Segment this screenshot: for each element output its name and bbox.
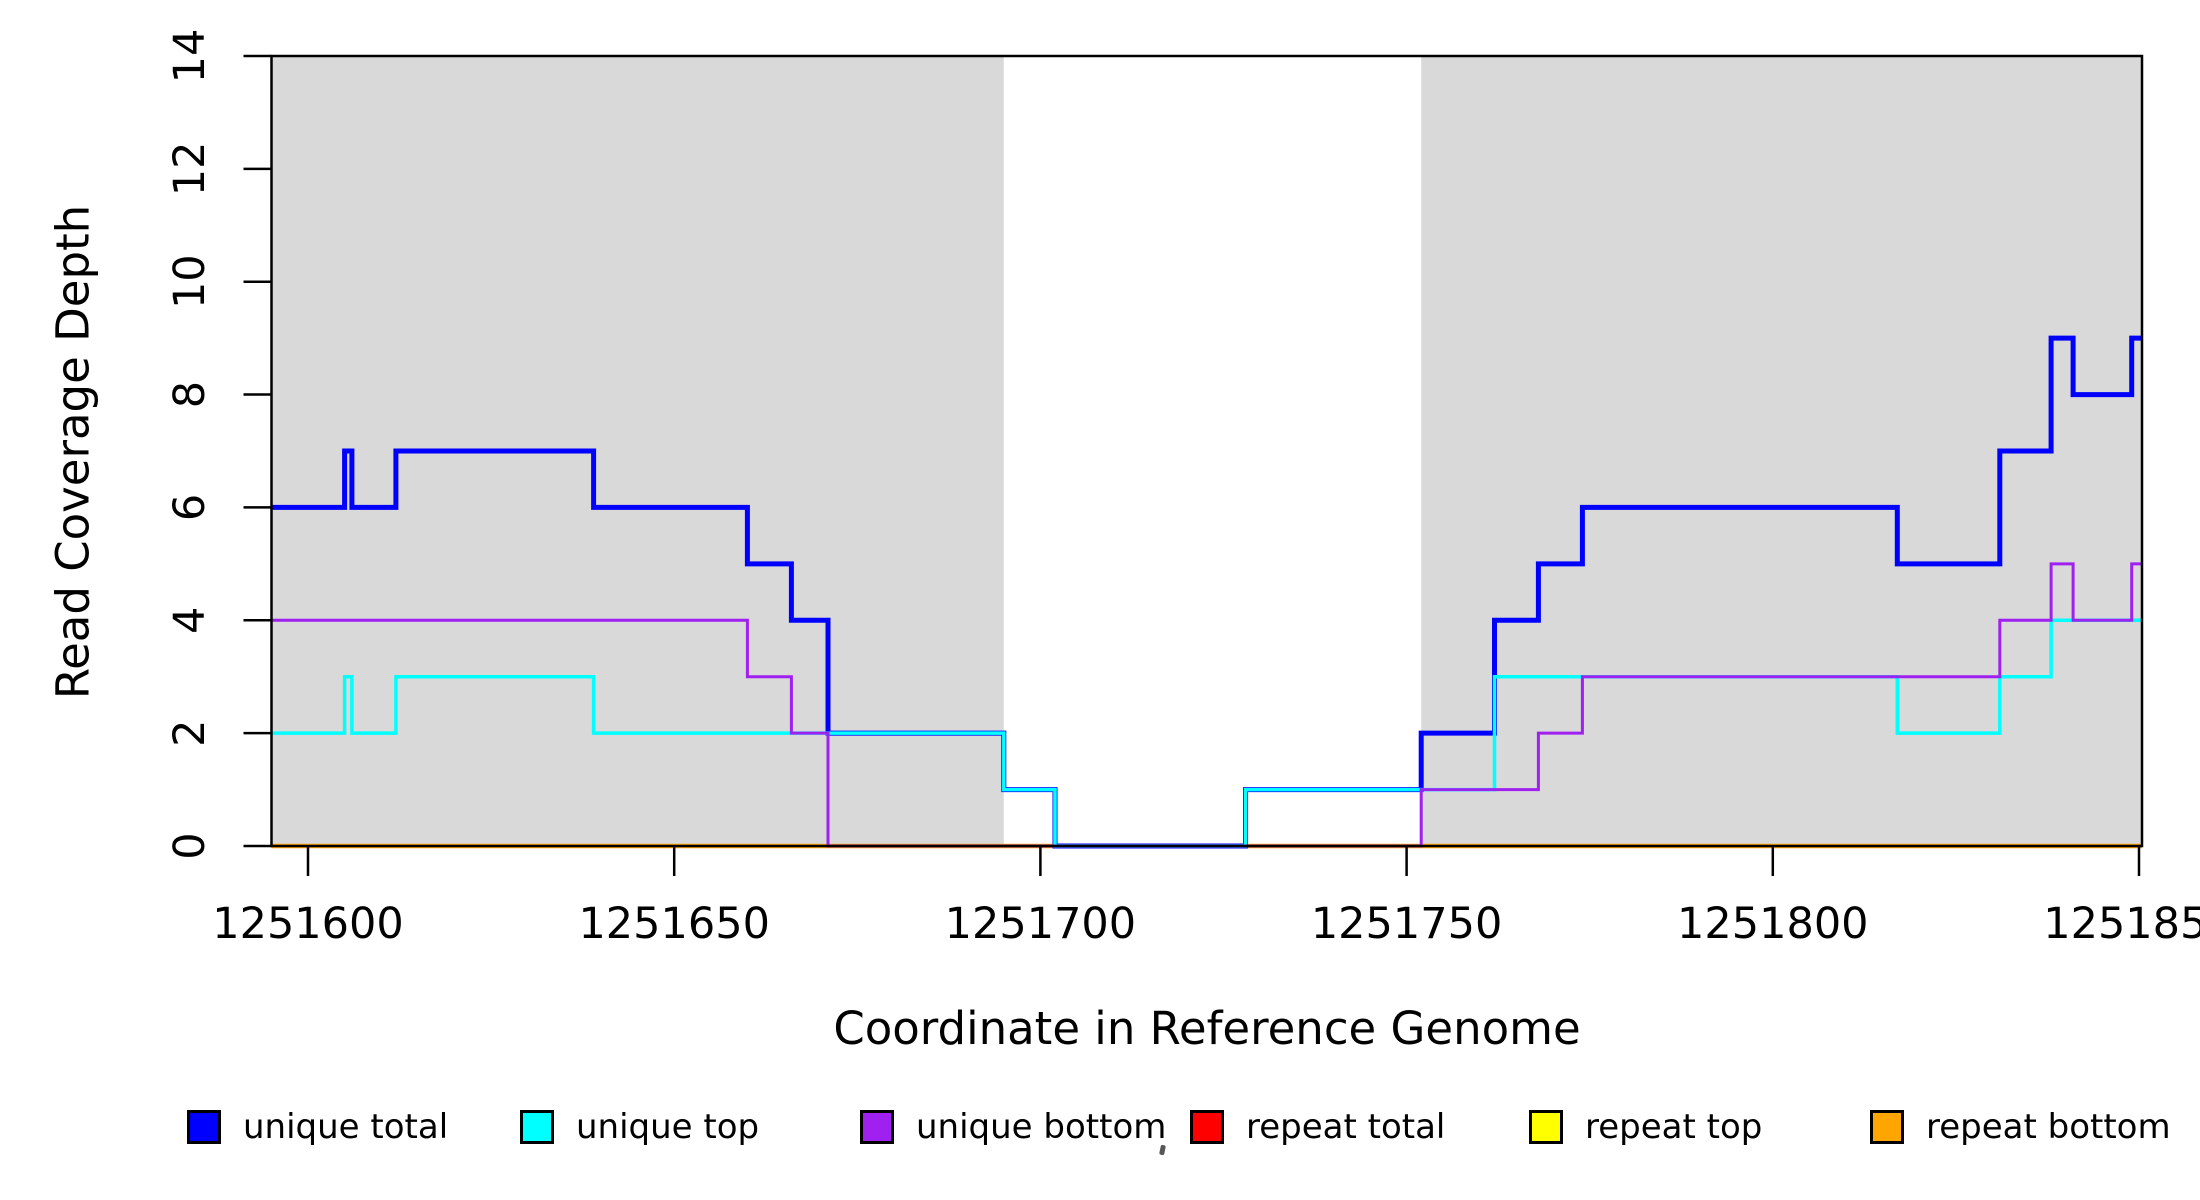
legend-swatch-repeat-top: [1529, 1110, 1563, 1144]
y-tick-label: 10: [165, 254, 215, 309]
y-tick-label: 0: [165, 832, 215, 859]
y-tick-label: 6: [165, 494, 215, 521]
legend-label: repeat top: [1585, 1107, 1763, 1147]
legend-swatch-unique-top: [520, 1110, 554, 1144]
y-tick-label: 2: [165, 719, 215, 746]
y-tick-label: 12: [165, 141, 215, 196]
plot-border: [270, 54, 2144, 848]
y-tick-label: 8: [165, 381, 215, 408]
legend-item-repeat-bottom: repeat bottom: [1870, 1104, 2171, 1150]
x-tick-label: 1251650: [578, 899, 770, 949]
legend-item-repeat-top: repeat top: [1529, 1104, 1762, 1150]
x-tick-label: 1251600: [212, 899, 404, 949]
y-tick-label: 14: [165, 29, 215, 84]
legend-swatch-unique-bottom: [860, 1110, 894, 1144]
legend: unique total unique top unique bottom repea…: [0, 1104, 2200, 1150]
series-line-unique-top: [271, 618, 2142, 848]
legend-label: repeat bottom: [1926, 1107, 2171, 1147]
legend-label: unique top: [576, 1107, 760, 1147]
x-tick-label: 1251800: [1677, 899, 1869, 949]
shaded-region: [271, 57, 1004, 845]
legend-item-repeat-total: repeat total: [1190, 1104, 1445, 1150]
series-line-unique-bottom: [271, 562, 2142, 848]
y-axis-title: Read Coverage Depth: [46, 204, 100, 700]
legend-label: unique bottom: [916, 1107, 1167, 1147]
legend-label: unique total: [243, 1107, 449, 1147]
legend-swatch-repeat-total: [1190, 1110, 1224, 1144]
legend-label: repeat total: [1246, 1107, 1446, 1147]
legend-item-unique-bottom: unique bottom: [860, 1104, 1166, 1150]
legend-swatch-unique-total: [187, 1110, 221, 1144]
legend-item-unique-total: unique total: [187, 1104, 448, 1150]
y-tick-label: 4: [165, 607, 215, 634]
x-tick-label: 1251700: [945, 899, 1137, 949]
legend-swatch-repeat-bottom: [1870, 1110, 1904, 1144]
legend-item-unique-top: unique top: [520, 1104, 759, 1150]
x-axis-title: Coordinate in Reference Genome: [833, 1002, 1581, 1055]
x-tick-label: 1251750: [1311, 899, 1503, 949]
